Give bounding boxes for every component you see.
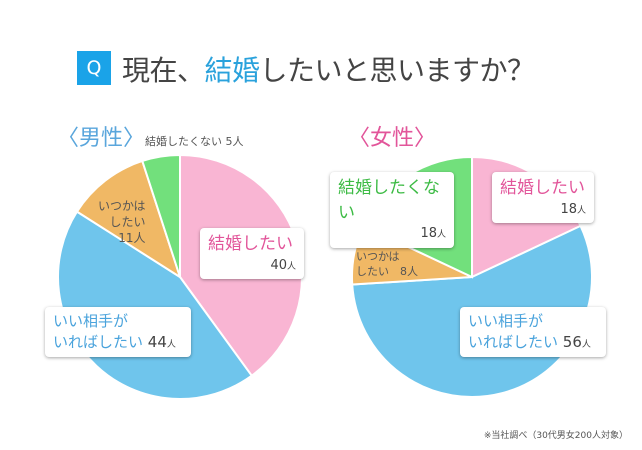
title-highlight: 結婚	[204, 54, 261, 87]
female-label-not-want: 結婚したくない 18人	[330, 172, 454, 249]
question-badge: Q	[77, 51, 111, 85]
chart-title: 現在、結婚したいと思いますか？	[122, 49, 535, 89]
female-label-someday: いつかは したい 8人	[356, 250, 418, 278]
male-label-not-want: 結婚したくない 5人	[145, 135, 244, 148]
footnote: ※当社調べ（30代男女200人対象）	[483, 431, 628, 441]
female-label-if-partner: いい相手が いればしたい 56人	[460, 307, 606, 357]
male-slice-someday	[75, 159, 182, 280]
male-title: 〈男性〉	[57, 126, 146, 151]
title-post: したいと思いますか？	[259, 54, 536, 87]
female-label-want: 結婚したい 18人	[492, 172, 594, 224]
male-label-if-partner: いい相手が いればしたい 44人	[45, 307, 191, 357]
male-label-want: 結婚したい 40人	[200, 228, 304, 280]
male-label-someday: いつかは したい 11人	[98, 199, 146, 246]
title-pre: 現在、	[122, 54, 205, 87]
female-title: 〈女性〉	[348, 126, 437, 151]
male-slice-not-want	[141, 153, 181, 278]
